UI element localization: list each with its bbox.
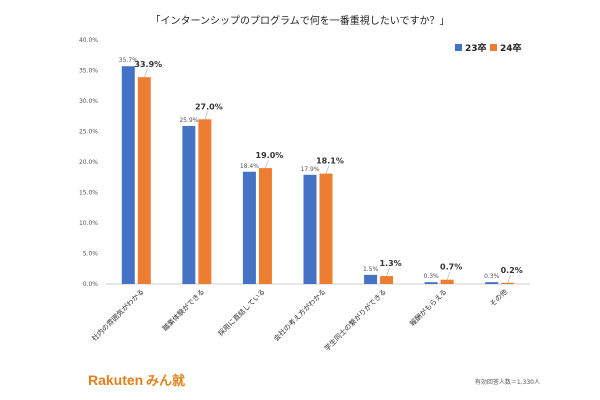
x-category-label: 会社の考え方がわかる — [272, 287, 328, 343]
data-label-24-5: 0.7% — [440, 263, 462, 272]
x-category-label: 職業体験ができる — [160, 287, 206, 333]
data-label-23-6: 0.3% — [484, 273, 500, 280]
bar-23-2 — [242, 171, 256, 284]
data-label-23-1: 25.9% — [179, 117, 198, 124]
bar-23-4 — [364, 274, 378, 284]
data-label-24-4: 1.3% — [379, 259, 401, 268]
data-label-leader — [325, 165, 330, 174]
bars: 35.7%33.9% 25.9% 27.0% 18.4% 19.0% 17.9%18.1%… — [119, 57, 523, 285]
y-tick-label: 0.0% — [83, 281, 99, 288]
data-label-23-5: 0.3% — [424, 273, 440, 280]
data-label-leader — [265, 160, 269, 169]
bar-23-0 — [121, 66, 135, 284]
y-tick-label: 25.0% — [79, 129, 98, 136]
data-label-leader — [386, 267, 390, 277]
y-tick-label: 15.0% — [79, 190, 98, 197]
data-label-24-2: 19.0% — [256, 151, 284, 160]
x-category-label: 学生同士の繋がりができる — [322, 287, 388, 353]
bar-23-5 — [424, 282, 438, 284]
y-tick-label: 10.0% — [79, 220, 98, 227]
data-label-23-0: 35.7% — [119, 57, 138, 64]
y-tick-label: 20.0% — [79, 159, 98, 166]
bar-24-0 — [137, 77, 151, 285]
data-label-23-3: 17.9% — [300, 166, 319, 173]
bar-24-5 — [440, 279, 454, 284]
data-label-23-2: 18.4% — [240, 163, 259, 170]
y-tick-label: 30.0% — [79, 98, 98, 105]
bar-23-6 — [485, 282, 499, 284]
bar-24-6 — [501, 282, 515, 284]
logo-subtext: みん就 — [146, 373, 185, 389]
bar-24-4 — [380, 276, 394, 284]
data-label-24-6: 0.2% — [501, 266, 523, 275]
x-category-label: その他 — [488, 287, 509, 308]
data-label-24-1: 27.0% — [195, 102, 223, 111]
data-label-24-0: 33.9% — [134, 60, 162, 69]
data-label-leader — [446, 271, 451, 280]
data-label-leader — [204, 111, 209, 120]
legend-swatch-24 — [490, 44, 497, 51]
legend-label-23: 23卒 — [465, 42, 487, 54]
legend-swatch-23 — [455, 44, 462, 51]
data-label-23-4: 1.5% — [363, 266, 379, 273]
data-label-24-3: 18.1% — [316, 157, 344, 166]
y-tick-label: 5.0% — [83, 251, 99, 258]
x-category-label: 社内の雰囲気がわかる — [90, 287, 146, 343]
x-category-label: 報酬がもらえる — [408, 287, 449, 328]
y-tick-label: 35.0% — [79, 68, 98, 75]
chart-title: 「インターンシップのプログラムで何を一番重視したいですか？」 — [151, 14, 450, 27]
bar-24-2 — [258, 168, 272, 284]
legend: 23卒 24卒 — [455, 42, 522, 54]
category-labels: 社内の雰囲気がわかる 職業体験ができる 採用に直結している 会社の考え方がわかる学生同… — [90, 287, 509, 353]
x-category-label: 採用に直結している — [216, 287, 267, 338]
bar-24-3 — [319, 173, 333, 284]
y-tick-label: 40.0% — [79, 37, 98, 44]
bar-23-3 — [303, 174, 317, 284]
footnote: 有効回答人数＝1,330人 — [475, 378, 540, 386]
data-label-leader — [507, 274, 511, 283]
y-axis: 0.0% 5.0% 10.0% 15.0% 20.0% 25.0% 30.0% 35.0% 40… — [79, 37, 98, 288]
bar-23-1 — [182, 126, 196, 284]
legend-label-24: 24卒 — [500, 42, 522, 54]
data-label-leader — [144, 69, 148, 78]
rakuten-logo: Rakuten みん就 — [88, 372, 185, 389]
bar-24-1 — [198, 119, 212, 284]
logo-text: Rakuten — [88, 372, 143, 388]
